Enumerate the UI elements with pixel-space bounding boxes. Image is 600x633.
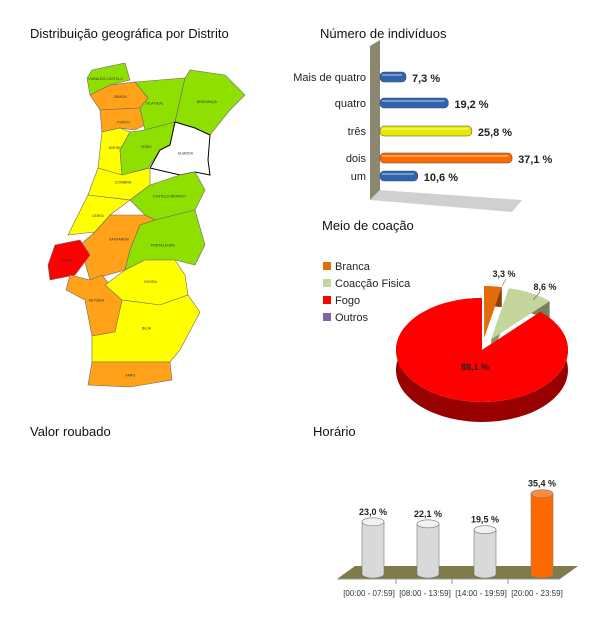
data-label: 88,1 % — [461, 362, 489, 372]
district-label: ÉVORA — [144, 279, 157, 284]
district-label: LEIRIA — [93, 214, 105, 218]
legend-swatch — [323, 296, 331, 304]
data-label: 10,6 % — [424, 172, 458, 184]
legend-label: Outros — [335, 312, 369, 324]
column-top-0 — [361, 517, 385, 527]
district-17 — [87, 361, 173, 388]
chart-floor — [337, 566, 578, 579]
district-label: SANTARÉM — [109, 237, 129, 242]
district-label: CASTELO BRANCO — [153, 194, 186, 198]
legend-label: Coacção Fisica — [335, 278, 411, 290]
chart-wall — [370, 40, 380, 200]
district-label: SETÚBAL — [88, 298, 104, 303]
legend-swatch — [323, 279, 331, 287]
district-label: BRAGA — [114, 95, 127, 99]
bar-highlight — [382, 155, 509, 157]
individuals-chart-title: Número de indivíduos — [320, 26, 447, 41]
district-label: AVEIRO — [109, 146, 123, 150]
category-label: um — [351, 171, 366, 183]
category-label: três — [348, 126, 367, 138]
stolen-value-title: Valor roubado — [30, 424, 111, 439]
leader-line — [532, 291, 541, 301]
district-label: PORTO — [117, 121, 130, 125]
district-label: BRAGANÇA — [197, 100, 218, 104]
district-16 — [91, 294, 201, 363]
legend-swatch — [323, 262, 331, 270]
district-label: VILA REAL — [146, 102, 164, 106]
district-label: VIANA DO CASTELO — [88, 77, 123, 81]
legend-swatch — [323, 313, 331, 321]
category-label: [08:00 - 13:59] — [399, 589, 451, 598]
data-label: 37,1 % — [518, 154, 552, 166]
data-label: 19,2 % — [454, 99, 488, 111]
district-label: FARO — [126, 374, 136, 378]
district-map: VIANA DO CASTELO BRAGA PORTO VILA REAL BRAGA… — [47, 62, 246, 388]
district-label: COIMBRA — [115, 180, 132, 184]
data-label: 23,0 % — [359, 507, 387, 517]
slice-2 — [396, 298, 568, 403]
leader-line — [501, 278, 507, 287]
data-label: 3,3 % — [492, 269, 515, 279]
district-label: LISBOA — [60, 259, 74, 263]
data-label: 35,4 % — [528, 479, 556, 489]
schedule-chart-title: Horário — [313, 424, 356, 439]
bar-1 — [379, 97, 449, 109]
column-1 — [416, 523, 440, 579]
bar-highlight — [382, 128, 468, 130]
column-top-3 — [530, 489, 554, 498]
bar-highlight — [382, 173, 414, 175]
category-label: Mais de quatro — [293, 72, 366, 84]
category-label: quatro — [335, 98, 366, 110]
column-0 — [361, 521, 385, 579]
column-top-1 — [416, 519, 440, 529]
bar-highlight — [382, 74, 402, 76]
coercion-chart-title: Meio de coação — [322, 218, 414, 233]
data-label: 8,6 % — [533, 282, 556, 292]
chart-floor — [370, 190, 522, 212]
district-12 — [124, 209, 206, 271]
category-label: dois — [346, 153, 367, 165]
column-2 — [473, 529, 497, 579]
bar-0 — [379, 71, 407, 83]
column-top-2 — [473, 525, 497, 535]
bar-highlight — [382, 100, 445, 102]
slice-0 — [484, 286, 502, 339]
data-label: 25,8 % — [478, 127, 512, 139]
district-label: GUARDA — [178, 152, 194, 156]
bar-3 — [379, 152, 513, 164]
category-label: [00:00 - 07:59] — [343, 589, 395, 598]
category-label: [20:00 - 23:59] — [511, 589, 563, 598]
slice-1 — [491, 288, 550, 340]
data-label: 22,1 % — [414, 509, 442, 519]
bar-4 — [379, 170, 418, 182]
district-label: BEJA — [142, 327, 152, 331]
legend-label: Fogo — [335, 295, 360, 307]
data-label: 7,3 % — [412, 73, 440, 85]
legend-label: Branca — [335, 261, 371, 273]
map-title: Distribuição geográfica por Distrito — [30, 26, 229, 41]
category-label: [14:00 - 19:59] — [455, 589, 507, 598]
district-label: PORTALEGRE — [151, 244, 176, 248]
data-label: 19,5 % — [471, 515, 499, 525]
column-3 — [530, 493, 554, 579]
district-label: VISEU — [141, 145, 152, 149]
bar-2 — [379, 125, 473, 137]
district-13 — [47, 239, 91, 281]
